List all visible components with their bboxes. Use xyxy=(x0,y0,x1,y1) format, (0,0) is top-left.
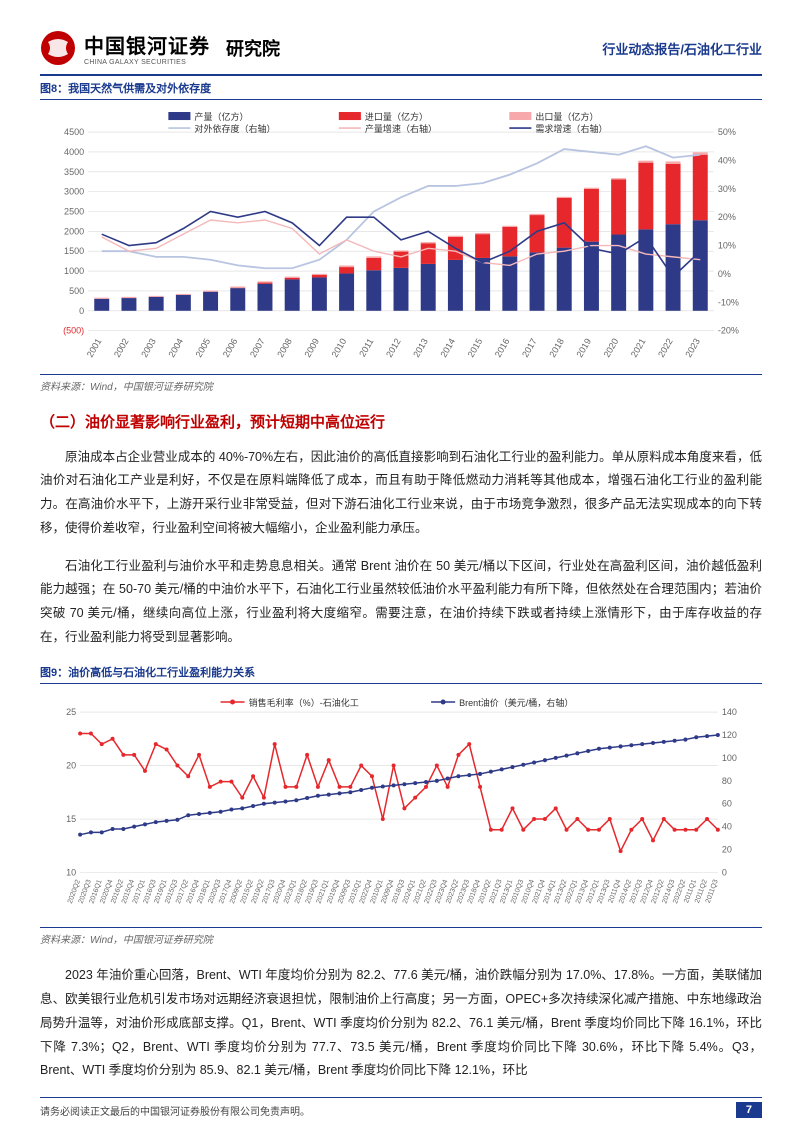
fig9-chart: 101520250204060801001201402020Q22020Q320… xyxy=(40,690,762,924)
svg-text:4500: 4500 xyxy=(64,127,84,137)
svg-text:20%: 20% xyxy=(718,212,736,222)
svg-text:2001: 2001 xyxy=(85,337,104,359)
svg-text:2002: 2002 xyxy=(112,337,131,359)
header-divider xyxy=(40,74,762,76)
svg-text:2023: 2023 xyxy=(683,337,702,359)
svg-text:0: 0 xyxy=(722,867,727,877)
svg-text:2021: 2021 xyxy=(629,337,648,359)
svg-text:2019: 2019 xyxy=(574,337,593,359)
svg-text:50%: 50% xyxy=(718,127,736,137)
paragraph-3: 2023 年油价重心回落，Brent、WTI 年度均价分别为 82.2、77.6… xyxy=(40,964,762,1083)
svg-text:2020: 2020 xyxy=(602,337,621,359)
svg-text:100: 100 xyxy=(722,753,737,763)
logo-block: 中国银河证券 CHINA GALAXY SECURITIES 研究院 xyxy=(40,30,280,66)
svg-text:4000: 4000 xyxy=(64,147,84,157)
page-footer: 请务必阅读正文最后的中国银河证券股份有限公司免责声明。 7 xyxy=(40,1097,762,1118)
fig9-title: 图9：油价高低与石油化工行业盈利能力关系 xyxy=(40,664,762,684)
logo-icon xyxy=(40,30,76,66)
svg-text:2000: 2000 xyxy=(64,226,84,236)
svg-text:60: 60 xyxy=(722,798,732,808)
fig9-source: 资料来源：Wind，中国银河证券研究院 xyxy=(40,927,762,946)
svg-text:40%: 40% xyxy=(718,155,736,165)
svg-text:2007: 2007 xyxy=(248,337,267,359)
svg-text:3000: 3000 xyxy=(64,187,84,197)
svg-text:2017: 2017 xyxy=(520,337,539,359)
svg-text:2500: 2500 xyxy=(64,206,84,216)
svg-text:2005: 2005 xyxy=(194,337,213,359)
svg-text:2009: 2009 xyxy=(302,337,321,359)
fig8-chart: (500) 0 500 1000 1500 2000 2500 3000 3500 4000 450… xyxy=(40,106,762,370)
svg-text:2022: 2022 xyxy=(656,337,675,359)
svg-text:120: 120 xyxy=(722,730,737,740)
svg-text:500: 500 xyxy=(69,286,84,296)
svg-text:需求增速（右轴）: 需求增速（右轴） xyxy=(535,123,607,134)
svg-text:(500): (500) xyxy=(63,326,84,336)
svg-text:销售毛利率（%）-石油化工: 销售毛利率（%）-石油化工 xyxy=(249,697,359,708)
header-category: 行业动态报告/石油化工行业 xyxy=(602,39,762,58)
svg-text:140: 140 xyxy=(722,707,737,717)
svg-text:80: 80 xyxy=(722,776,732,786)
svg-text:出口量（亿方）: 出口量（亿方） xyxy=(535,111,598,122)
svg-text:2015: 2015 xyxy=(466,337,485,359)
paragraph-1: 原油成本占企业营业成本的 40%-70%左右，因此油价的高低直接影响到石油化工行… xyxy=(40,446,762,541)
logo-text-en: CHINA GALAXY SECURITIES xyxy=(84,59,210,66)
svg-text:2018: 2018 xyxy=(547,337,566,359)
svg-text:30%: 30% xyxy=(718,184,736,194)
svg-text:3500: 3500 xyxy=(64,167,84,177)
svg-text:25: 25 xyxy=(66,707,76,717)
svg-text:40: 40 xyxy=(722,821,732,831)
page-header: 中国银河证券 CHINA GALAXY SECURITIES 研究院 行业动态报… xyxy=(40,30,762,66)
svg-text:20: 20 xyxy=(66,760,76,770)
dept-label: 研究院 xyxy=(226,35,280,61)
svg-text:2014: 2014 xyxy=(438,337,457,359)
logo-text-cn: 中国银河证券 xyxy=(84,30,210,59)
svg-text:2003: 2003 xyxy=(139,337,158,359)
svg-text:0%: 0% xyxy=(718,269,731,279)
section-title: （二）油价显著影响行业盈利，预计短期中高位运行 xyxy=(40,411,762,432)
svg-text:2016: 2016 xyxy=(493,337,512,359)
svg-text:2010: 2010 xyxy=(330,337,349,359)
disclaimer: 请务必阅读正文最后的中国银河证券股份有限公司免责声明。 xyxy=(40,1103,310,1118)
svg-text:-20%: -20% xyxy=(718,326,739,336)
svg-text:2006: 2006 xyxy=(221,337,240,359)
paragraph-2: 石油化工行业盈利与油价水平和走势息息相关。通常 Brent 油价在 50 美元/… xyxy=(40,555,762,650)
svg-text:产量（亿方）: 产量（亿方） xyxy=(194,111,248,122)
svg-text:进口量（亿方）: 进口量（亿方） xyxy=(365,111,428,122)
svg-text:-10%: -10% xyxy=(718,297,739,307)
svg-text:0: 0 xyxy=(79,306,84,316)
page-number: 7 xyxy=(736,1102,762,1118)
svg-text:产量增速（右轴）: 产量增速（右轴） xyxy=(365,123,437,134)
svg-text:10%: 10% xyxy=(718,241,736,251)
svg-text:2008: 2008 xyxy=(275,337,294,359)
svg-text:2012: 2012 xyxy=(384,337,403,359)
svg-text:10: 10 xyxy=(66,867,76,877)
svg-text:2013: 2013 xyxy=(411,337,430,359)
svg-text:Brent油价（美元/桶，右轴）: Brent油价（美元/桶，右轴） xyxy=(459,697,573,708)
svg-text:1000: 1000 xyxy=(64,266,84,276)
svg-text:15: 15 xyxy=(66,814,76,824)
svg-text:1500: 1500 xyxy=(64,246,84,256)
svg-text:20: 20 xyxy=(722,844,732,854)
svg-text:2011: 2011 xyxy=(357,337,375,359)
fig8-title: 图8：我国天然气供需及对外依存度 xyxy=(40,80,762,100)
fig8-source: 资料来源：Wind，中国银河证券研究院 xyxy=(40,374,762,393)
svg-text:2004: 2004 xyxy=(166,337,185,359)
svg-text:对外依存度（右轴）: 对外依存度（右轴） xyxy=(194,123,275,134)
